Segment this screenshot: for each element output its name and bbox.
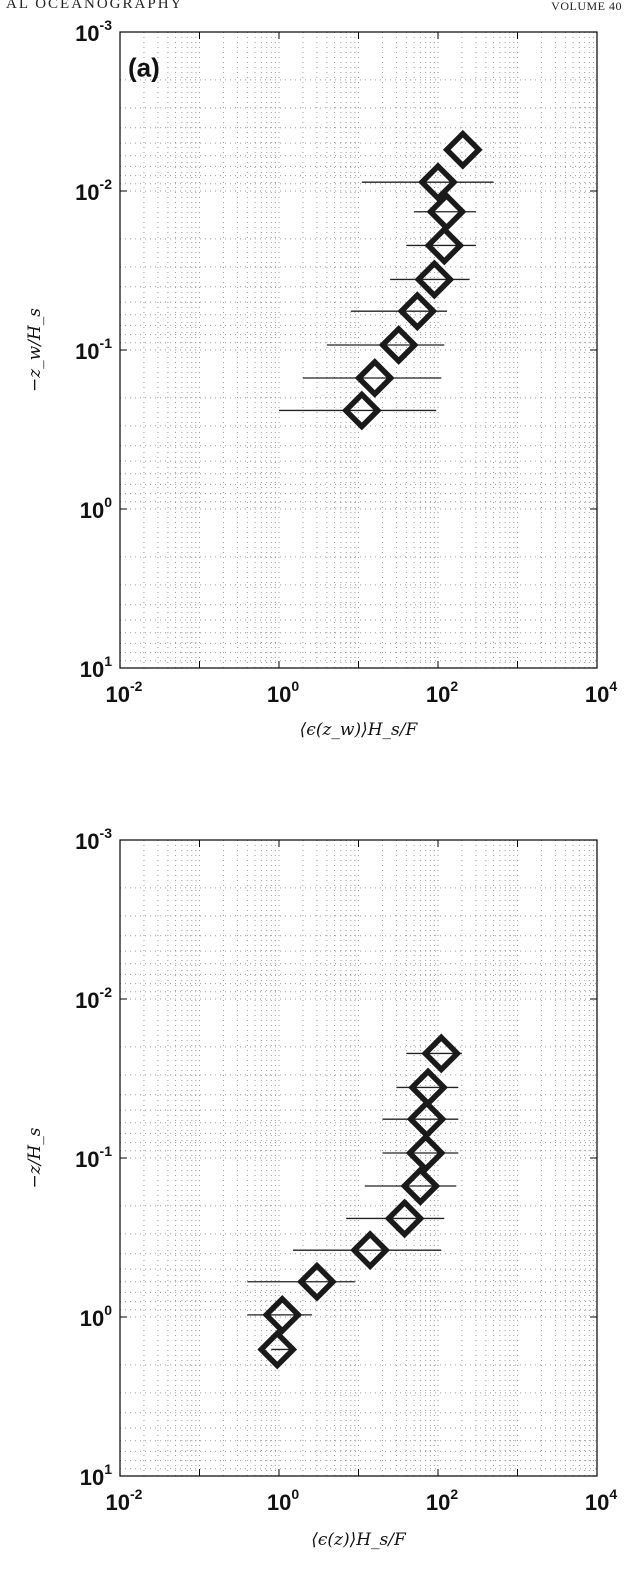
y-tick-label: 100 <box>80 494 112 523</box>
y-tick-label: 101 <box>80 1461 112 1490</box>
x-tick-label: 100 <box>267 1486 299 1515</box>
data-point <box>341 390 382 431</box>
y-tick-label: 10-2 <box>75 984 112 1013</box>
data-point <box>350 1230 391 1271</box>
chart-panel-b: 10-2 100 102 104 10-3 10-2 10-1 100 101 ⟨ϵ(z)⟩H_s… <box>25 825 617 1550</box>
data-point <box>400 1166 441 1206</box>
ticks <box>119 31 598 669</box>
chart-panel-a: 10-2 100 102 104 10-3 10-2 10-1 100 101 (a) ⟨ϵ(z_w… <box>25 17 617 740</box>
data-points <box>257 1033 462 1370</box>
grid <box>120 32 597 668</box>
data-point <box>297 1261 337 1302</box>
x-tick-label: 104 <box>585 678 617 707</box>
data-point <box>354 358 395 398</box>
data-point <box>421 1033 462 1074</box>
data-point <box>378 325 419 365</box>
y-tick-label: 10-1 <box>75 335 112 364</box>
y-axis-label: −z/H_s <box>25 1127 45 1188</box>
y-tick-label: 10-3 <box>75 825 112 854</box>
x-axis-label: ⟨ϵ(z_w)⟩H_s/F <box>300 720 419 740</box>
y-tick-label: 100 <box>80 1302 112 1331</box>
data-point <box>426 191 467 232</box>
data-point <box>397 291 438 332</box>
data-point <box>442 129 483 170</box>
panel-label: (a) <box>128 52 160 82</box>
data-point <box>262 1295 303 1335</box>
ticks <box>119 839 598 1477</box>
data-point <box>257 1329 298 1370</box>
data-point <box>405 1133 446 1173</box>
x-tick-label: 100 <box>267 678 299 707</box>
data-point <box>424 225 465 266</box>
x-tick-label: 102 <box>426 1486 458 1515</box>
y-tick-label: 10-2 <box>75 176 112 205</box>
x-tick-label: 104 <box>585 1486 617 1515</box>
x-axis-label: ⟨ϵ(z)⟩H_s/F <box>311 1530 407 1550</box>
y-tick-label: 101 <box>80 653 112 682</box>
data-point <box>418 162 458 203</box>
data-point <box>384 1198 425 1239</box>
grid <box>120 840 597 1476</box>
page-header-right: VOLUME 40 <box>551 0 622 13</box>
data-points <box>341 129 483 431</box>
y-tick-label: 10-3 <box>75 17 112 46</box>
y-tick-label: 10-1 <box>75 1143 112 1172</box>
error-bars <box>247 1052 462 1351</box>
x-tick-label: 10-2 <box>106 678 143 707</box>
y-axis-label: −z_w/H_s <box>25 308 45 392</box>
x-tick-label: 102 <box>426 678 458 707</box>
page-header-left: AL OCEANOGRAPHY <box>6 0 184 12</box>
data-point <box>414 259 455 300</box>
x-tick-label: 10-2 <box>106 1486 143 1515</box>
